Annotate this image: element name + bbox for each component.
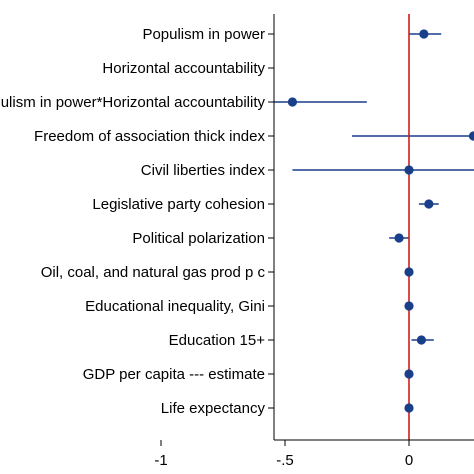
- variable-label: Populism in power*Horizontal accountabil…: [0, 94, 265, 111]
- variable-labels: Populism in power Horizontal accountabili…: [0, 26, 274, 417]
- estimate-marker: [404, 403, 414, 413]
- estimate-marker: [468, 131, 474, 141]
- confidence-intervals: [274, 33, 474, 409]
- estimate-marker: [404, 369, 414, 379]
- estimate-marker: [404, 267, 414, 277]
- x-axis-tick-label: 0: [405, 452, 413, 469]
- variable-label: Civil liberties index: [141, 162, 266, 179]
- estimate-marker: [419, 29, 429, 39]
- x-axis-tick-label: -1: [154, 452, 167, 469]
- variable-label: Legislative party cohesion: [92, 196, 265, 213]
- estimate-marker: [287, 97, 298, 107]
- variable-label: Educational inequality, Gini: [85, 298, 265, 315]
- variable-label: Political polarization: [132, 230, 265, 247]
- variable-label: Populism in power: [142, 26, 265, 43]
- variable-label: Life expectancy: [161, 400, 266, 417]
- estimate-marker: [404, 301, 414, 311]
- x-axis-tick-label: -.5: [276, 452, 294, 469]
- variable-label: Horizontal accountability: [102, 60, 265, 77]
- estimate-marker: [416, 335, 426, 345]
- variable-label: Education 15+: [169, 332, 266, 349]
- estimate-marker: [404, 165, 414, 175]
- x-axis-ticks: -1-.50.5: [154, 440, 413, 469]
- estimate-marker: [394, 233, 404, 243]
- point-estimates: [287, 29, 474, 413]
- variable-label: GDP per capita --- estimate: [83, 366, 265, 383]
- variable-label: Oil, coal, and natural gas prod p c: [41, 264, 266, 281]
- estimate-marker: [424, 199, 434, 209]
- variable-label: Freedom of association thick index: [34, 128, 265, 145]
